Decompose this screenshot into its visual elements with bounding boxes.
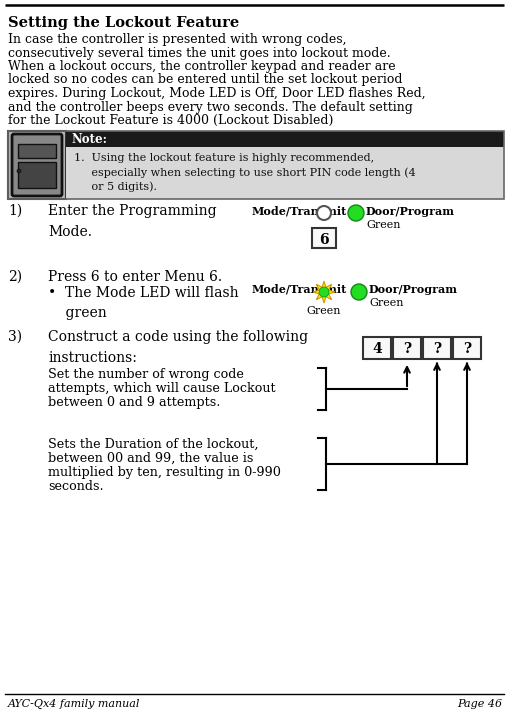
Text: locked so no codes can be entered until the set lockout period: locked so no codes can be entered until … xyxy=(8,73,403,86)
FancyBboxPatch shape xyxy=(363,337,391,359)
Text: multiplied by ten, resulting in 0-990: multiplied by ten, resulting in 0-990 xyxy=(48,466,281,479)
Text: for the Lockout Feature is 4000 (Lockout Disabled): for the Lockout Feature is 4000 (Lockout… xyxy=(8,114,333,127)
Text: Set the number of wrong code: Set the number of wrong code xyxy=(48,368,244,381)
Text: ?: ? xyxy=(463,342,471,356)
Text: Door/Program: Door/Program xyxy=(366,206,455,217)
Text: attempts, which will cause Lockout: attempts, which will cause Lockout xyxy=(48,382,276,395)
FancyBboxPatch shape xyxy=(66,147,504,199)
Text: seconds.: seconds. xyxy=(48,480,104,493)
FancyBboxPatch shape xyxy=(66,131,504,147)
FancyBboxPatch shape xyxy=(423,337,451,359)
FancyBboxPatch shape xyxy=(312,228,336,248)
Text: or 5 digits).: or 5 digits). xyxy=(74,181,157,192)
Text: 4: 4 xyxy=(372,342,382,356)
Text: Door/Program: Door/Program xyxy=(369,284,458,295)
Text: between 0 and 9 attempts.: between 0 and 9 attempts. xyxy=(48,396,220,409)
Text: 1): 1) xyxy=(8,204,22,218)
Text: and the controller beeps every two seconds. The default setting: and the controller beeps every two secon… xyxy=(8,101,413,114)
Text: Sets the Duration of the lockout,: Sets the Duration of the lockout, xyxy=(48,438,259,451)
FancyBboxPatch shape xyxy=(18,162,56,188)
Text: Page 46: Page 46 xyxy=(457,699,502,709)
Text: ?: ? xyxy=(433,342,441,356)
Text: between 00 and 99, the value is: between 00 and 99, the value is xyxy=(48,452,253,465)
Polygon shape xyxy=(313,281,335,303)
Text: 6: 6 xyxy=(319,233,329,247)
FancyBboxPatch shape xyxy=(12,134,62,196)
Text: In case the controller is presented with wrong codes,: In case the controller is presented with… xyxy=(8,33,347,46)
Text: Setting the Lockout Feature: Setting the Lockout Feature xyxy=(8,16,239,30)
Text: Press 6 to enter Menu 6.: Press 6 to enter Menu 6. xyxy=(48,270,222,284)
Text: especially when selecting to use short PIN code length (4: especially when selecting to use short P… xyxy=(74,167,416,178)
Text: Mode/Transmit: Mode/Transmit xyxy=(252,284,347,295)
Text: Note:: Note: xyxy=(71,133,107,146)
Text: Green: Green xyxy=(307,306,341,316)
Circle shape xyxy=(17,169,21,173)
Text: 1.  Using the lockout feature is highly recommended,: 1. Using the lockout feature is highly r… xyxy=(74,153,374,163)
Text: Mode/Transmit: Mode/Transmit xyxy=(252,206,347,217)
Text: AYC-Qx4 family manual: AYC-Qx4 family manual xyxy=(8,699,140,709)
FancyBboxPatch shape xyxy=(393,337,421,359)
FancyBboxPatch shape xyxy=(453,337,481,359)
Circle shape xyxy=(319,287,329,297)
Text: 3): 3) xyxy=(8,330,22,344)
Text: Green: Green xyxy=(369,298,404,308)
Circle shape xyxy=(317,206,331,220)
FancyBboxPatch shape xyxy=(18,144,56,158)
Text: Construct a code using the following
instructions:: Construct a code using the following ins… xyxy=(48,330,308,364)
Text: •  The Mode LED will flash
    green: • The Mode LED will flash green xyxy=(48,286,239,320)
Text: When a lockout occurs, the controller keypad and reader are: When a lockout occurs, the controller ke… xyxy=(8,60,395,73)
Circle shape xyxy=(351,284,367,300)
Text: expires. During Lockout, Mode LED is Off, Door LED flashes Red,: expires. During Lockout, Mode LED is Off… xyxy=(8,87,426,100)
Circle shape xyxy=(348,205,364,221)
Text: Green: Green xyxy=(366,220,401,230)
Text: Enter the Programming
Mode.: Enter the Programming Mode. xyxy=(48,204,217,238)
Text: 2): 2) xyxy=(8,270,22,284)
FancyBboxPatch shape xyxy=(8,131,66,199)
Text: ?: ? xyxy=(403,342,411,356)
Text: consecutively several times the unit goes into lockout mode.: consecutively several times the unit goe… xyxy=(8,47,390,60)
